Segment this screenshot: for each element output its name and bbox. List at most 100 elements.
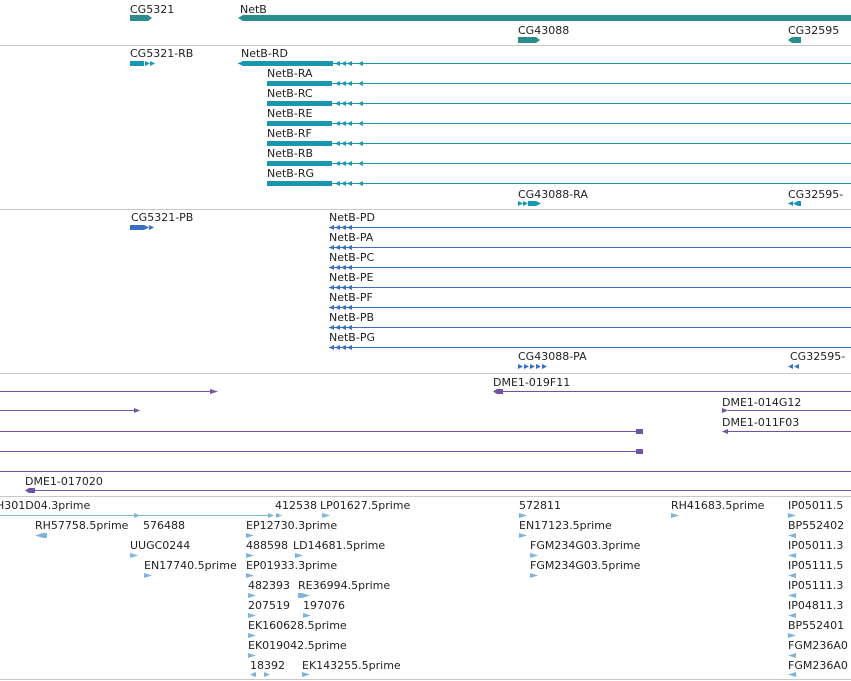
est-label[interactable]: FGM236A0: [788, 639, 848, 652]
est-glyph[interactable]: [788, 670, 800, 680]
transcript-label[interactable]: NetB-RA: [267, 67, 313, 80]
cdna-label[interactable]: DME1-019F11: [493, 376, 571, 389]
gene-label[interactable]: CG43088: [518, 24, 570, 37]
protein-label[interactable]: NetB-PD: [329, 211, 375, 224]
protein-glyph[interactable]: [788, 362, 804, 372]
est-label[interactable]: 576488: [143, 519, 185, 532]
protein-label[interactable]: NetB-PE: [329, 271, 374, 284]
est-label[interactable]: 197076: [303, 599, 345, 612]
cdna-glyph[interactable]: [722, 406, 851, 416]
cdna-glyph[interactable]: [493, 387, 851, 397]
est-glyph[interactable]: [130, 551, 142, 561]
protein-label[interactable]: CG32595-: [790, 350, 846, 363]
est-label[interactable]: IP05111.3: [788, 579, 844, 592]
gene-glyph[interactable]: [518, 36, 542, 44]
est-glyph[interactable]: [519, 531, 531, 541]
est-glyph[interactable]: [788, 571, 800, 581]
protein-label[interactable]: NetB-PA: [329, 231, 374, 244]
protein-glyph[interactable]: [329, 283, 851, 293]
est-glyph[interactable]: [248, 631, 260, 641]
est-glyph[interactable]: [144, 571, 156, 581]
est-label[interactable]: IP05011.3: [788, 539, 844, 552]
protein-label[interactable]: CG5321-PB: [131, 211, 194, 224]
gene-glyph[interactable]: [130, 14, 154, 22]
est-label[interactable]: EK143255.5prime: [302, 659, 401, 672]
transcript-glyph[interactable]: [788, 199, 804, 209]
transcript-label[interactable]: CG43088-RA: [518, 188, 588, 201]
est-glyph[interactable]: [788, 591, 800, 601]
cdna-glyph[interactable]: [0, 387, 220, 397]
cdna-glyph[interactable]: [0, 447, 645, 457]
protein-glyph[interactable]: [329, 303, 851, 313]
est-glyph[interactable]: [530, 571, 542, 581]
est-glyph[interactable]: [248, 611, 260, 621]
protein-glyph[interactable]: [518, 362, 554, 372]
est-glyph[interactable]: [246, 571, 258, 581]
gene-label[interactable]: NetB: [240, 3, 267, 16]
est-glyph[interactable]: [788, 511, 800, 521]
est-label[interactable]: EP12730.3prime: [246, 519, 338, 532]
transcript-glyph[interactable]: [267, 159, 851, 169]
transcript-glyph[interactable]: [267, 99, 851, 109]
protein-label[interactable]: CG43088-PA: [518, 350, 587, 363]
est-label[interactable]: FGM236A0: [788, 659, 848, 672]
est-label[interactable]: FGM234G03.3prime: [530, 539, 641, 552]
transcript-label[interactable]: NetB-RD: [241, 47, 288, 60]
protein-label[interactable]: NetB-PG: [329, 331, 375, 344]
protein-label[interactable]: NetB-PC: [329, 251, 375, 264]
est-label[interactable]: 488598: [246, 539, 288, 552]
protein-glyph[interactable]: [329, 343, 851, 353]
transcript-glyph[interactable]: [267, 119, 851, 129]
cdna-glyph[interactable]: [722, 427, 851, 437]
est-glyph[interactable]: [788, 631, 800, 641]
cdna-label[interactable]: DME1-014G12: [722, 396, 802, 409]
transcript-label[interactable]: NetB-RG: [267, 167, 314, 180]
est-label[interactable]: EP01933.3prime: [246, 559, 338, 572]
est-label[interactable]: H301D04.3prime: [0, 499, 91, 512]
est-glyph[interactable]: [246, 551, 258, 561]
cdna-label[interactable]: DME1-011F03: [722, 416, 800, 429]
transcript-label[interactable]: NetB-RC: [267, 87, 313, 100]
transcript-label[interactable]: NetB-RF: [267, 127, 312, 140]
est-glyph[interactable]: [295, 551, 307, 561]
est-label[interactable]: 18392: [250, 659, 285, 672]
est-label[interactable]: EK019042.5prime: [248, 639, 347, 652]
transcript-glyph[interactable]: [267, 139, 851, 149]
protein-label[interactable]: NetB-PB: [329, 311, 375, 324]
est-label[interactable]: LD14681.5prime: [293, 539, 386, 552]
est-label[interactable]: 482393: [248, 579, 290, 592]
est-glyph[interactable]: [530, 551, 542, 561]
est-label[interactable]: RH57758.5prime: [35, 519, 129, 532]
gene-label[interactable]: CG32595: [788, 24, 840, 37]
est-label[interactable]: IP05111.5: [788, 559, 844, 572]
est-label[interactable]: FGM234G03.5prime: [530, 559, 641, 572]
est-label[interactable]: UUGC0244: [130, 539, 191, 552]
transcript-glyph[interactable]: [238, 59, 851, 69]
transcript-label[interactable]: CG32595-: [788, 188, 844, 201]
est-label[interactable]: EN17740.5prime: [144, 559, 237, 572]
est-label[interactable]: BP552402: [788, 519, 845, 532]
est-label[interactable]: LP01627.5prime: [320, 499, 411, 512]
cdna-glyph[interactable]: [25, 486, 851, 496]
est-glyph[interactable]: [246, 531, 258, 541]
est-glyph[interactable]: [788, 551, 800, 561]
protein-glyph[interactable]: [329, 243, 851, 253]
est-glyph[interactable]: [788, 531, 800, 541]
gene-glyph[interactable]: [788, 36, 802, 44]
transcript-label[interactable]: NetB-RE: [267, 107, 313, 120]
gene-glyph[interactable]: [238, 14, 851, 22]
est-glyph[interactable]: [298, 591, 312, 601]
transcript-glyph[interactable]: [267, 179, 851, 189]
est-glyph[interactable]: [248, 591, 260, 601]
transcript-glyph[interactable]: [518, 199, 544, 209]
est-label[interactable]: BP552401: [788, 619, 845, 632]
cdna-glyph[interactable]: [0, 406, 142, 416]
est-glyph[interactable]: [302, 670, 314, 680]
cdna-glyph[interactable]: [0, 467, 851, 477]
protein-label[interactable]: NetB-PF: [329, 291, 373, 304]
est-glyph[interactable]: [519, 511, 531, 521]
est-label[interactable]: 207519: [248, 599, 290, 612]
est-glyph[interactable]: [788, 611, 800, 621]
est-glyph[interactable]: [788, 651, 800, 661]
est-glyph[interactable]: [303, 611, 315, 621]
